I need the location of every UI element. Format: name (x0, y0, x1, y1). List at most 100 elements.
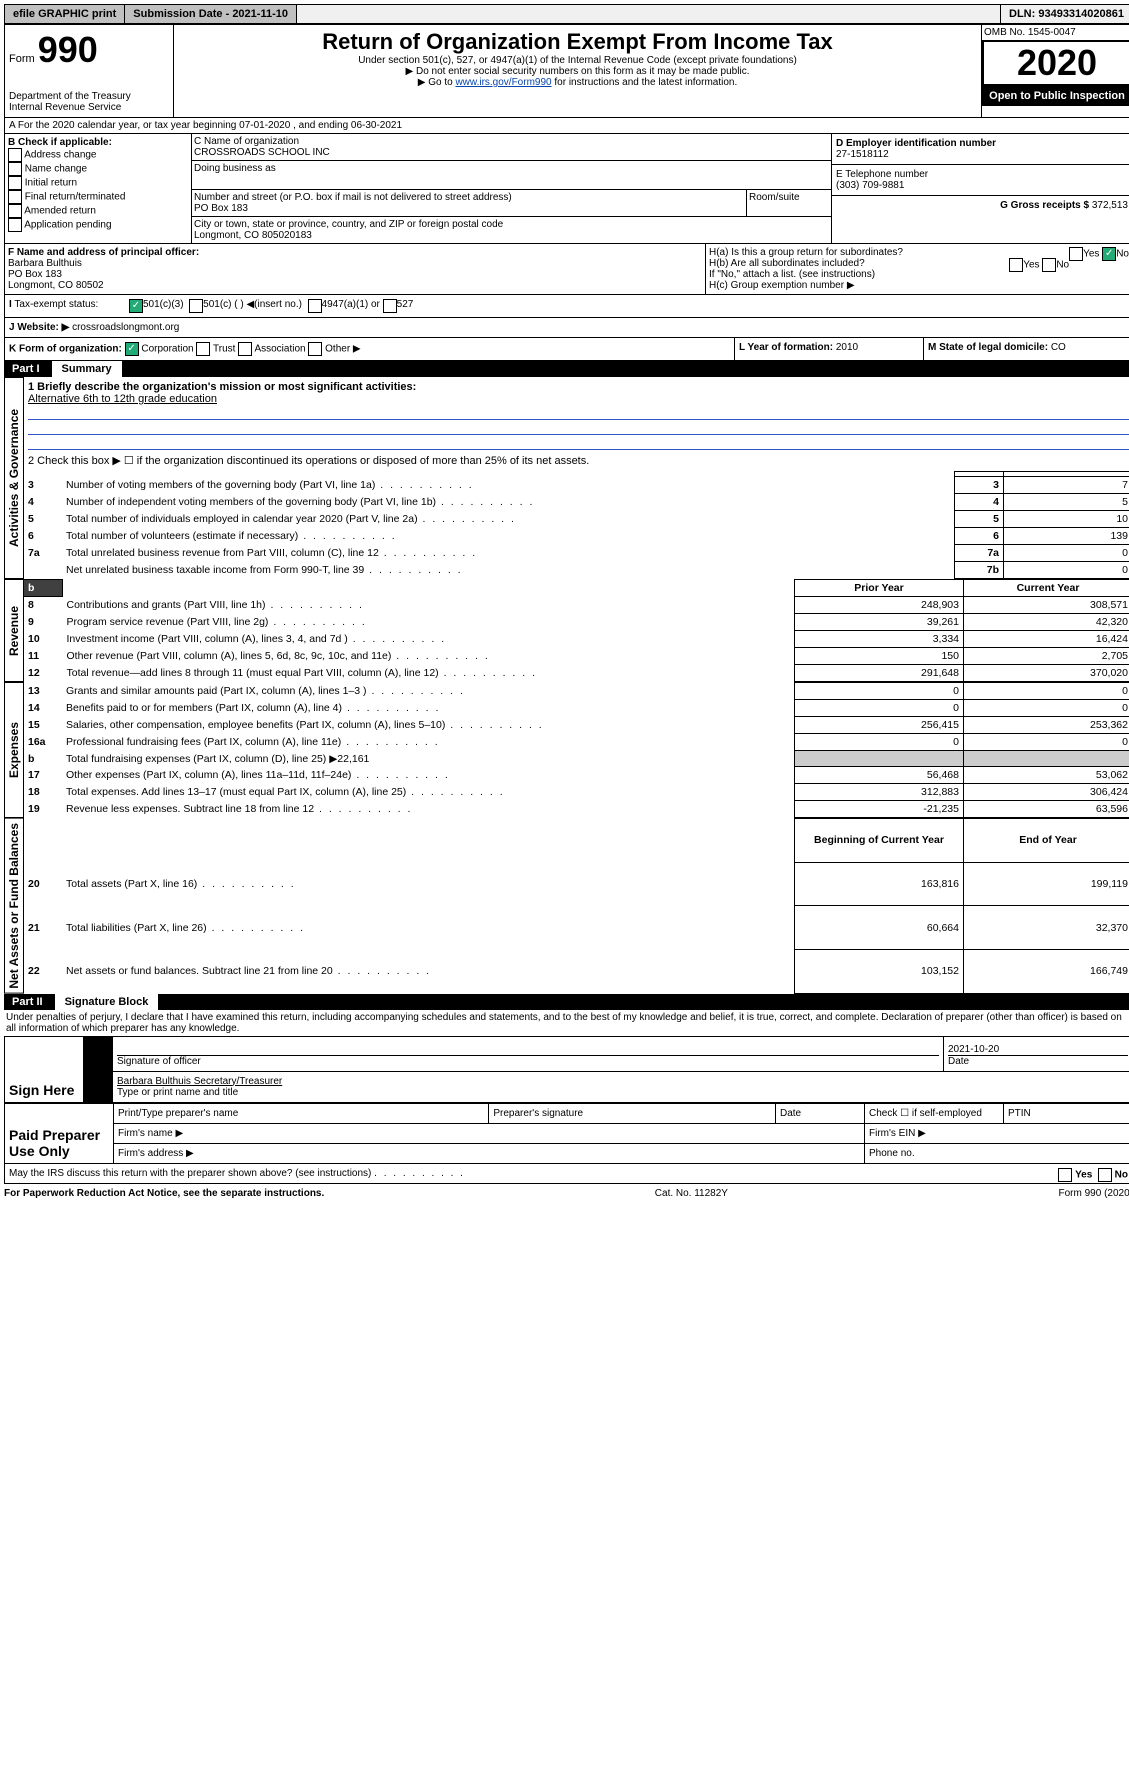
netassets-table: Beginning of Current YearEnd of Year20To… (24, 818, 1129, 994)
i-527-check[interactable] (383, 299, 397, 313)
tax-year: 2020 (982, 40, 1129, 86)
section-b: B Check if applicable: Address change Na… (5, 134, 192, 243)
sig-date: 2021-10-20 (948, 1044, 999, 1055)
b-opt-check[interactable] (8, 148, 22, 162)
b-label: B Check if applicable: (8, 137, 112, 148)
prep-sig-label: Preparer's signature (489, 1103, 776, 1123)
k-corp-check[interactable]: ✓ (125, 342, 139, 356)
k-other-check[interactable] (308, 342, 322, 356)
gross-receipts: 372,513 (1092, 200, 1128, 211)
irs-link[interactable]: www.irs.gov/Form990 (455, 77, 551, 88)
i-4947-check[interactable] (308, 299, 322, 313)
i-501c-check[interactable] (189, 299, 203, 313)
no-label: No (1115, 1169, 1128, 1180)
officer-addr2: Longmont, CO 80502 (8, 280, 104, 291)
e-label: E Telephone number (836, 169, 928, 180)
i-527: 527 (397, 299, 414, 313)
officer-addr1: PO Box 183 (8, 269, 62, 280)
m-label: M State of legal domicile: (928, 342, 1048, 353)
k-assoc-check[interactable] (238, 342, 252, 356)
ha-no[interactable]: ✓ (1102, 247, 1116, 261)
side-expenses: Expenses (4, 682, 24, 818)
perjury-declaration: Under penalties of perjury, I declare th… (4, 1010, 1129, 1036)
addr: PO Box 183 (194, 203, 248, 214)
side-governance: Activities & Governance (4, 377, 24, 579)
addr-label: Number and street (or P.O. box if mail i… (194, 192, 512, 203)
form-footer: Form 990 (2020) (1059, 1188, 1129, 1199)
i-501c3: 501(c)(3) (143, 299, 184, 313)
ha-yes[interactable] (1069, 247, 1083, 261)
part2-header-row: Part II Signature Block (4, 994, 1129, 1010)
self-employed: Check ☐ if self-employed (865, 1103, 1004, 1123)
subtitle: Under section 501(c), 527, or 4947(a)(1)… (178, 55, 977, 66)
open-public: Open to Public Inspection (982, 86, 1129, 106)
b-opt-check[interactable] (8, 190, 22, 204)
department: Department of the Treasury Internal Reve… (9, 91, 169, 113)
efile-top-bar: efile GRAPHIC print Submission Date - 20… (4, 4, 1129, 24)
d-label: D Employer identification number (836, 138, 996, 149)
q1: 1 Briefly describe the organization's mi… (28, 381, 416, 393)
paid-preparer: Paid Preparer Use Only (5, 1103, 114, 1163)
website: crossroadslongmont.org (72, 322, 179, 333)
side-revenue: Revenue (4, 579, 24, 682)
cat-no: Cat. No. 11282Y (655, 1188, 728, 1199)
mission: Alternative 6th to 12th grade education (28, 393, 217, 405)
form-header: Form 990 Department of the Treasury Inte… (4, 24, 1129, 118)
k-trust: Trust (213, 344, 235, 355)
ha-label: H(a) Is this a group return for subordin… (709, 247, 903, 258)
c-name-label: C Name of organization (194, 136, 299, 147)
k-corp: Corporation (141, 344, 193, 355)
discuss-no[interactable] (1098, 1168, 1112, 1182)
omb: OMB No. 1545-0047 (982, 25, 1129, 40)
domicile: CO (1051, 342, 1066, 353)
sig-officer-label: Signature of officer (117, 1056, 201, 1067)
firm-ein: Firm's EIN ▶ (865, 1123, 1129, 1143)
k-label: K Form of organization: (9, 344, 122, 355)
preparer-table: Paid Preparer Use Only Print/Type prepar… (4, 1103, 1129, 1164)
side-netassets: Net Assets or Fund Balances (4, 818, 24, 994)
sign-here: Sign Here (5, 1036, 84, 1102)
phone: (303) 709-9881 (836, 180, 904, 191)
activity-line (28, 435, 1129, 450)
room-label: Room/suite (746, 190, 831, 216)
hb-no[interactable] (1042, 258, 1056, 272)
main-title: Return of Organization Exempt From Incom… (178, 29, 977, 55)
k-trust-check[interactable] (196, 342, 210, 356)
l-label: L Year of formation: (739, 342, 833, 353)
firm-name: Firm's name ▶ (114, 1123, 865, 1143)
yes-label: Yes (1075, 1169, 1092, 1180)
part2-header: Part II (4, 994, 51, 1010)
city: Longmont, CO 805020183 (194, 230, 312, 241)
discuss-yes[interactable] (1058, 1168, 1072, 1182)
typed-label: Type or print name and title (117, 1087, 238, 1098)
i-501c: 501(c) ( ) ◀(insert no.) (203, 299, 302, 313)
i-501c3-check[interactable]: ✓ (129, 299, 143, 313)
note-goto-post: for instructions and the latest informat… (554, 77, 737, 88)
efile-label[interactable]: efile GRAPHIC print (5, 5, 125, 23)
dba-label: Doing business as (194, 163, 276, 174)
b-opt-check[interactable] (8, 176, 22, 190)
prep-name-label: Print/Type preparer's name (114, 1103, 489, 1123)
governance-table: 3Number of voting members of the governi… (24, 471, 1129, 579)
expenses-table: 13Grants and similar amounts paid (Part … (24, 682, 1129, 818)
b-opt-check[interactable] (8, 162, 22, 176)
part1-title: Summary (52, 361, 122, 377)
part1-header: Part I (4, 361, 48, 377)
date-label: Date (948, 1055, 1128, 1067)
firm-addr: Firm's address ▶ (114, 1143, 865, 1163)
i-4947: 4947(a)(1) or (322, 299, 380, 313)
line-a: A For the 2020 calendar year, or tax yea… (4, 118, 1129, 134)
city-label: City or town, state or province, country… (194, 219, 503, 230)
q2: 2 Check this box ▶ ☐ if the organization… (24, 450, 1129, 471)
officer-name: Barbara Bulthuis (8, 258, 82, 269)
activity-line (28, 405, 1129, 420)
b-opt-check[interactable] (8, 218, 22, 232)
footer: For Paperwork Reduction Act Notice, see … (4, 1184, 1129, 1199)
ein: 27-1518112 (836, 149, 889, 160)
submission-date[interactable]: Submission Date - 2021-11-10 (125, 5, 297, 23)
hb-yes[interactable] (1009, 258, 1023, 272)
activity-line (28, 420, 1129, 435)
revenue-table: bPrior YearCurrent Year8Contributions an… (24, 579, 1129, 682)
form-label: Form (9, 53, 35, 65)
b-opt-check[interactable] (8, 204, 22, 218)
